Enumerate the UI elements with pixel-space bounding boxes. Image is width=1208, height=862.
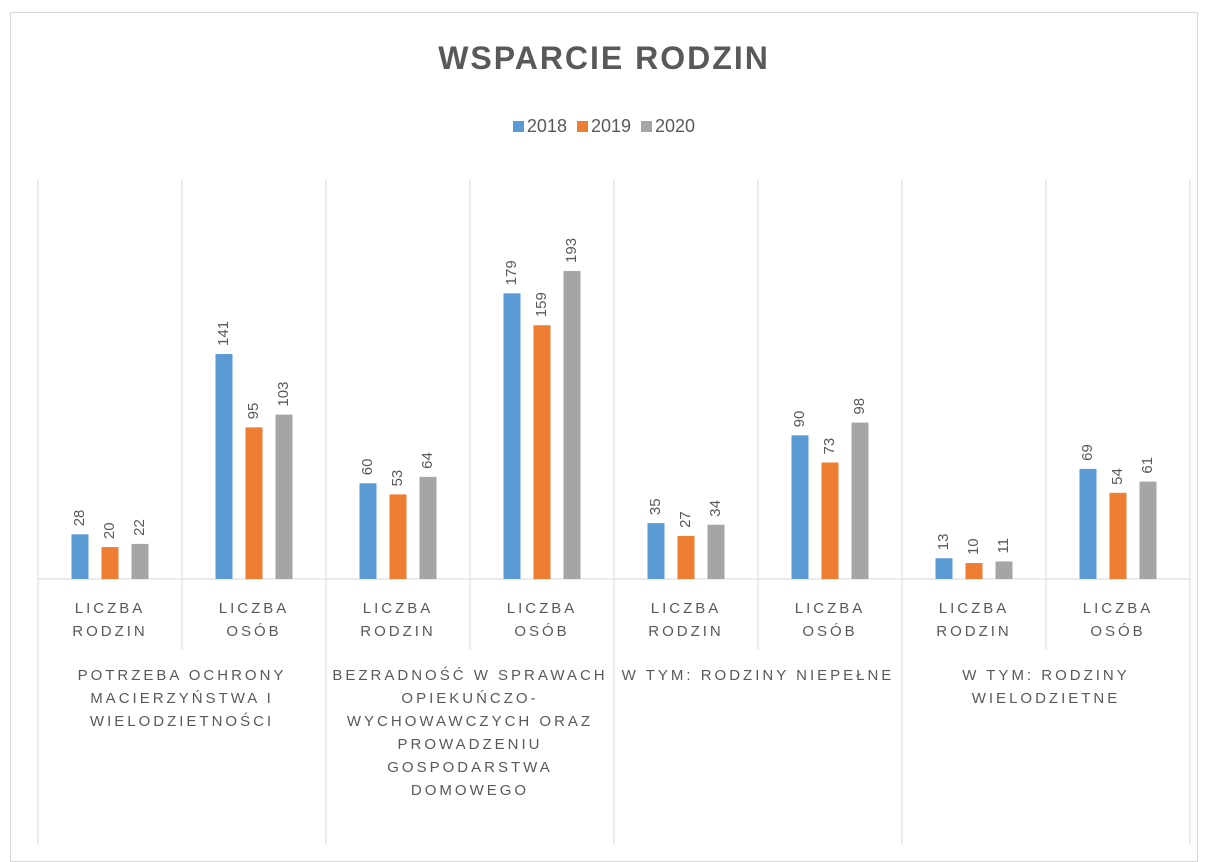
group-label: W TYM: RODZINY NIEPEŁNE bbox=[621, 667, 895, 684]
bar bbox=[419, 476, 437, 579]
data-label: 10 bbox=[965, 538, 982, 555]
x-tick-label: LICZBA RODZIN bbox=[936, 600, 1012, 640]
bar bbox=[563, 270, 581, 579]
data-label: 98 bbox=[851, 398, 868, 415]
bar bbox=[275, 414, 293, 579]
x-tick-label: LICZBA OSÓB bbox=[218, 600, 290, 640]
group-label: W TYM: RODZINY WIELODZIETNE bbox=[962, 667, 1130, 707]
bar bbox=[995, 561, 1013, 579]
legend-item: 2020 bbox=[641, 116, 695, 137]
bar bbox=[245, 427, 263, 579]
data-label: 11 bbox=[995, 538, 1012, 554]
bar bbox=[791, 435, 809, 579]
x-tick-label: LICZBA RODZIN bbox=[72, 600, 148, 640]
bar bbox=[131, 543, 149, 579]
bar bbox=[215, 353, 233, 579]
data-label: 141 bbox=[215, 321, 232, 346]
data-label: 35 bbox=[647, 498, 664, 515]
data-label: 64 bbox=[419, 452, 436, 469]
data-label: 13 bbox=[935, 534, 952, 551]
data-label: 179 bbox=[503, 260, 520, 285]
data-label: 60 bbox=[359, 459, 376, 476]
bar bbox=[1109, 492, 1127, 579]
legend-label: 2020 bbox=[655, 116, 696, 136]
bar bbox=[533, 325, 551, 579]
legend-item: 2018 bbox=[512, 116, 567, 137]
data-label: 22 bbox=[131, 519, 148, 536]
legend-swatch bbox=[576, 121, 588, 132]
data-label: 159 bbox=[533, 292, 550, 317]
x-tick-label: LICZBA OSÓB bbox=[1082, 600, 1154, 640]
data-label: 61 bbox=[1139, 457, 1156, 474]
bar bbox=[677, 535, 695, 579]
bar bbox=[851, 422, 869, 579]
data-label: 103 bbox=[275, 382, 292, 407]
bar bbox=[965, 563, 983, 579]
legend-label: 2018 bbox=[526, 116, 567, 136]
data-label: 53 bbox=[389, 470, 406, 487]
x-tick-label: LICZBA RODZIN bbox=[360, 600, 436, 640]
data-label: 95 bbox=[245, 403, 262, 420]
legend-swatch bbox=[512, 121, 524, 132]
data-label: 28 bbox=[71, 510, 88, 527]
data-label: 193 bbox=[563, 238, 580, 263]
bar bbox=[503, 293, 521, 579]
bar bbox=[101, 547, 119, 579]
bar bbox=[71, 534, 89, 579]
x-tick-label: LICZBA OSÓB bbox=[794, 600, 866, 640]
bar bbox=[389, 494, 407, 579]
x-tick-label: LICZBA OSÓB bbox=[506, 600, 578, 640]
data-label: 27 bbox=[677, 511, 694, 528]
bar bbox=[821, 462, 839, 579]
chart-title: WSPARCIE RODZIN bbox=[438, 40, 770, 76]
data-label: 69 bbox=[1079, 444, 1096, 461]
legend-label: 2019 bbox=[590, 116, 632, 136]
legend-item: 2019 bbox=[576, 116, 632, 137]
data-label: 34 bbox=[707, 500, 724, 517]
group-label: BEZRADNOŚĆ W SPRAWACH OPIEKUŃCZO-WYCHOWA… bbox=[332, 667, 608, 799]
bar bbox=[359, 483, 377, 579]
legend-swatch bbox=[641, 121, 653, 132]
data-label: 54 bbox=[1109, 468, 1126, 485]
legend: 2018 2019 2020 bbox=[0, 116, 1208, 137]
bar bbox=[1079, 468, 1097, 579]
x-tick-label: LICZBA RODZIN bbox=[648, 600, 724, 640]
group-label: POTRZEBA OCHRONY MACIERZYŃSTWA I WIELODZ… bbox=[77, 667, 287, 730]
bar bbox=[647, 523, 665, 579]
bar bbox=[1139, 481, 1157, 579]
data-label: 90 bbox=[791, 411, 808, 428]
bar bbox=[707, 524, 725, 579]
data-label: 20 bbox=[101, 522, 118, 539]
data-label: 73 bbox=[821, 438, 838, 455]
bar bbox=[935, 558, 953, 579]
